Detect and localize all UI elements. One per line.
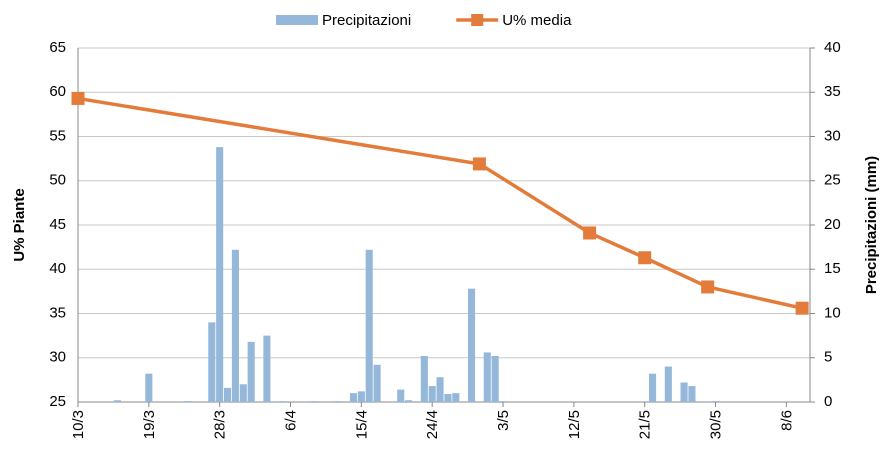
legend-swatch [276, 15, 318, 25]
legend-label: Precipitazioni [322, 12, 411, 29]
line-marker [638, 251, 652, 265]
bar [405, 400, 413, 402]
bar [436, 377, 444, 402]
line-marker [583, 226, 597, 240]
x-tick-label: 8/6 [778, 410, 795, 431]
y-tick-label: 60 [49, 83, 66, 100]
bar [712, 401, 720, 402]
y2-tick-label: 0 [824, 393, 832, 410]
line-marker [795, 301, 809, 315]
bar [468, 288, 476, 402]
bar [444, 394, 452, 402]
bar [216, 147, 224, 402]
y2-tick-label: 25 [824, 172, 841, 189]
bar [145, 373, 153, 402]
x-tick-label: 19/3 [141, 410, 158, 439]
y2-tick-label: 5 [824, 349, 832, 366]
y-tick-label: 55 [49, 127, 66, 144]
bar [247, 341, 255, 402]
y2-tick-label: 10 [824, 304, 841, 321]
bar [349, 393, 358, 402]
y-tick-label: 30 [49, 349, 66, 366]
legend-label: U% media [502, 12, 572, 29]
x-tick-label: 10/3 [70, 410, 87, 439]
bar [499, 401, 507, 402]
y2-tick-label: 15 [824, 260, 841, 277]
bar [224, 387, 232, 402]
bar [373, 364, 381, 402]
bar [239, 384, 247, 402]
bar [310, 401, 318, 402]
y2-tick-label: 35 [824, 83, 841, 100]
y-tick-label: 65 [49, 39, 66, 56]
bar [649, 373, 657, 402]
bar [428, 386, 436, 402]
bar [279, 401, 287, 402]
bar [452, 393, 460, 402]
line-marker [701, 280, 715, 294]
bar [397, 389, 405, 402]
y-tick-label: 40 [49, 260, 66, 277]
line-marker [71, 91, 85, 105]
bar [184, 401, 192, 402]
y2-tick-label: 40 [824, 39, 841, 56]
bar [420, 355, 428, 402]
x-tick-label: 21/5 [637, 410, 654, 439]
y2-axis-title: Precipitazioni (mm) [863, 156, 880, 294]
bar [113, 400, 121, 402]
y2-tick-label: 30 [824, 127, 841, 144]
x-tick-label: 3/5 [495, 410, 512, 431]
x-tick-label: 12/5 [566, 410, 583, 439]
bar [231, 249, 239, 402]
y-tick-label: 50 [49, 172, 66, 189]
y2-tick-label: 20 [824, 216, 841, 233]
y-axis-title: U% Piante [11, 188, 28, 261]
bar [664, 366, 672, 402]
x-tick-label: 24/4 [424, 410, 441, 439]
bar [483, 352, 491, 402]
line [77, 96, 803, 310]
bar [365, 249, 373, 402]
bar [263, 335, 271, 402]
x-tick-label: 30/5 [708, 410, 725, 439]
bar [680, 382, 688, 402]
bar [208, 322, 216, 402]
x-tick-label: 15/4 [353, 410, 370, 439]
legend-swatch [471, 14, 484, 26]
bar [688, 386, 696, 402]
y-tick-label: 45 [49, 216, 66, 233]
bar [491, 355, 499, 402]
y-tick-label: 25 [49, 393, 66, 410]
bar [334, 401, 342, 402]
x-tick-label: 28/3 [212, 410, 229, 439]
y-tick-label: 35 [49, 304, 66, 321]
line-marker [472, 157, 486, 171]
x-tick-label: 6/4 [282, 410, 299, 431]
bar [357, 391, 365, 402]
